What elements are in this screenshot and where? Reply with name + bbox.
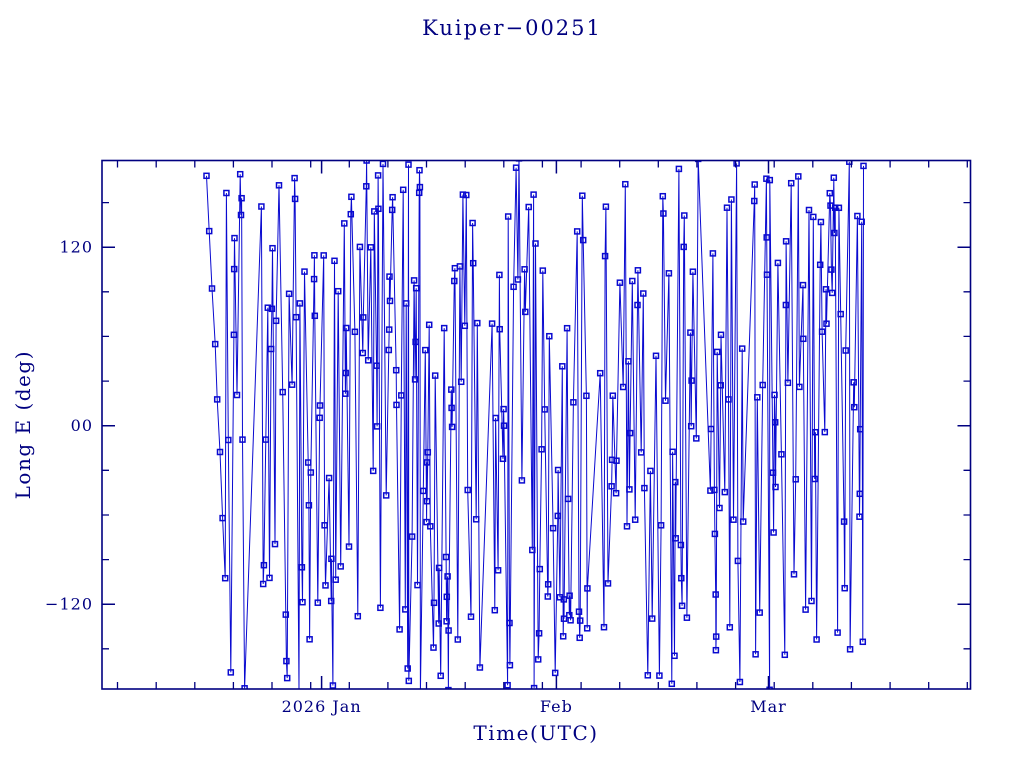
- y-tick-label: −120: [45, 595, 93, 614]
- x-tick-label: Feb: [540, 697, 573, 716]
- y-tick-label: 120: [59, 238, 93, 257]
- x-tick-label: 2026 Jan: [282, 697, 362, 716]
- x-tick-label: Mar: [750, 697, 787, 716]
- axis-minor-ticks: [102, 160, 971, 689]
- data-markers: [203, 160, 867, 689]
- data-line: [206, 160, 864, 689]
- axis-major-ticks: [102, 160, 971, 689]
- y-tick-label: 00: [71, 416, 93, 435]
- plot-frame: [101, 159, 972, 690]
- chart-title: Kuiper−00251: [422, 16, 602, 40]
- x-axis-label: Time(UTC): [473, 721, 599, 745]
- data-series: [203, 160, 867, 689]
